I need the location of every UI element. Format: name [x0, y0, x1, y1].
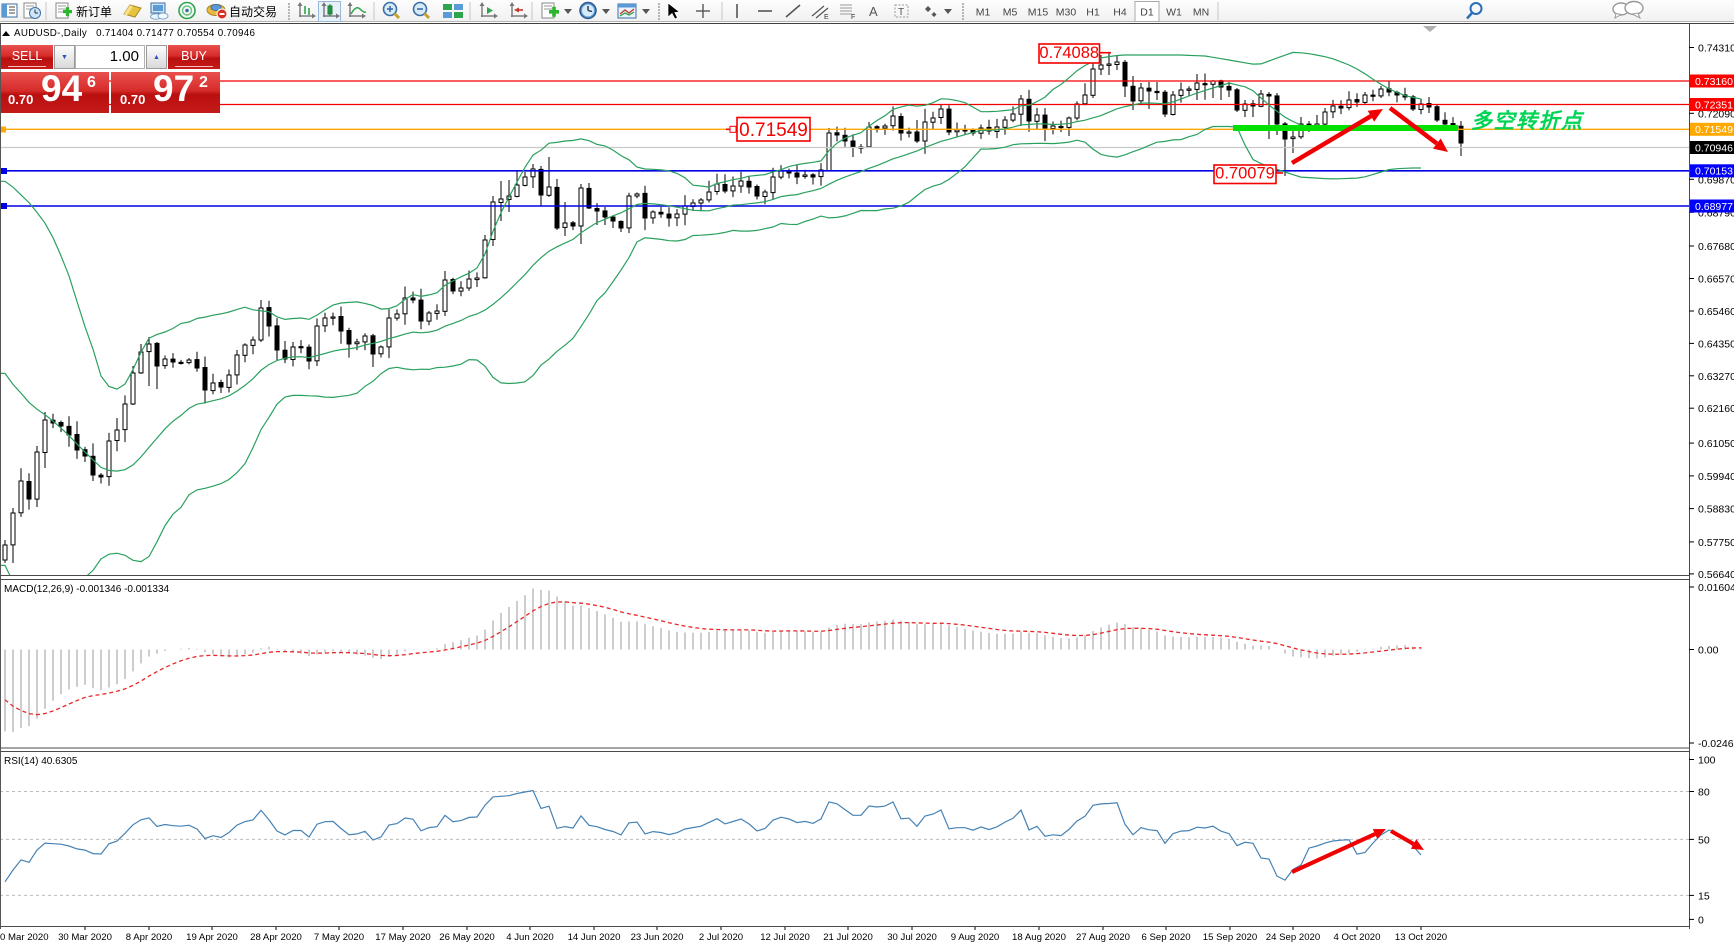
svg-text:28 Apr 2020: 28 Apr 2020: [250, 932, 302, 943]
svg-text:0.68977: 0.68977: [1695, 201, 1733, 213]
svg-text:0.70079: 0.70079: [1215, 165, 1275, 183]
svg-text:8 Apr 2020: 8 Apr 2020: [126, 932, 172, 943]
svg-text:0.65460: 0.65460: [1698, 306, 1734, 318]
svg-text:12 Jul 2020: 12 Jul 2020: [760, 932, 810, 943]
svg-text:14 Jun 2020: 14 Jun 2020: [568, 932, 621, 943]
svg-text:0.57750: 0.57750: [1698, 537, 1734, 549]
svg-text:15 Sep 2020: 15 Sep 2020: [1203, 932, 1257, 943]
svg-text:80: 80: [1698, 787, 1710, 799]
svg-text:A: A: [869, 4, 878, 19]
svg-text:17 May 2020: 17 May 2020: [375, 932, 430, 943]
svg-text:30 Jul 2020: 30 Jul 2020: [887, 932, 937, 943]
svg-text:0.72090: 0.72090: [1698, 108, 1734, 120]
svg-text:0.71549: 0.71549: [1695, 124, 1733, 136]
svg-text:0.62160: 0.62160: [1698, 403, 1734, 415]
svg-text:0.70153: 0.70153: [1695, 166, 1733, 178]
svg-text:19 Apr 2020: 19 Apr 2020: [186, 932, 238, 943]
svg-text:0: 0: [1698, 914, 1704, 926]
svg-text:15: 15: [1698, 890, 1710, 902]
svg-text:0.70946: 0.70946: [1695, 142, 1733, 154]
svg-text:18 Aug 2020: 18 Aug 2020: [1012, 932, 1066, 943]
svg-text:26 May 2020: 26 May 2020: [439, 932, 494, 943]
svg-text:0.74310: 0.74310: [1698, 43, 1734, 55]
svg-text:0.66570: 0.66570: [1698, 274, 1734, 286]
svg-text:MN: MN: [1193, 7, 1209, 19]
svg-text:100: 100: [1698, 755, 1716, 767]
svg-text:0 Mar 2020: 0 Mar 2020: [0, 932, 49, 943]
svg-text:M1: M1: [976, 7, 991, 19]
svg-text:4 Oct 2020: 4 Oct 2020: [1334, 932, 1381, 943]
svg-text:0.00: 0.00: [1698, 645, 1719, 657]
svg-text:0.64350: 0.64350: [1698, 338, 1734, 350]
svg-text:50: 50: [1698, 834, 1710, 846]
svg-text:0.72351: 0.72351: [1695, 99, 1733, 111]
svg-text:4 Jun 2020: 4 Jun 2020: [506, 932, 553, 943]
svg-text:13 Oct 2020: 13 Oct 2020: [1395, 932, 1447, 943]
svg-text:T: T: [898, 7, 904, 18]
svg-text:M30: M30: [1056, 7, 1077, 19]
svg-text:30 Mar 2020: 30 Mar 2020: [58, 932, 112, 943]
svg-text:0.71549: 0.71549: [739, 120, 808, 141]
svg-text:0.56640: 0.56640: [1698, 569, 1734, 581]
svg-text:7 May 2020: 7 May 2020: [314, 932, 364, 943]
svg-text:0.73160: 0.73160: [1695, 76, 1733, 88]
svg-text:0.016048: 0.016048: [1698, 582, 1734, 594]
svg-text:0.61050: 0.61050: [1698, 438, 1734, 450]
svg-text:0.58830: 0.58830: [1698, 504, 1734, 516]
svg-text:M5: M5: [1003, 7, 1018, 19]
svg-text:9 Aug 2020: 9 Aug 2020: [951, 932, 1000, 943]
svg-text:24 Sep 2020: 24 Sep 2020: [1266, 932, 1320, 943]
svg-text:RSI(14) 40.6305: RSI(14) 40.6305: [4, 756, 78, 767]
svg-text:多空转折点: 多空转折点: [1471, 109, 1585, 133]
svg-text:F: F: [851, 14, 855, 21]
svg-text:0.74088: 0.74088: [1039, 44, 1099, 62]
svg-text:MACD(12,26,9) -0.001346 -0.001: MACD(12,26,9) -0.001346 -0.001334: [4, 584, 170, 595]
svg-text:27 Aug 2020: 27 Aug 2020: [1076, 932, 1130, 943]
svg-text:M15: M15: [1028, 7, 1049, 19]
svg-text:2 Jul 2020: 2 Jul 2020: [699, 932, 743, 943]
svg-text:H1: H1: [1086, 7, 1100, 19]
svg-text:D1: D1: [1140, 7, 1154, 19]
svg-text:W1: W1: [1166, 7, 1182, 19]
svg-text:H4: H4: [1113, 7, 1127, 19]
svg-text:自动交易: 自动交易: [229, 4, 277, 19]
svg-text:0.59940: 0.59940: [1698, 471, 1734, 483]
svg-text:新订单: 新订单: [76, 4, 112, 19]
svg-text:E: E: [824, 14, 829, 21]
svg-text:23 Jun 2020: 23 Jun 2020: [631, 932, 684, 943]
svg-text:6 Sep 2020: 6 Sep 2020: [1141, 932, 1190, 943]
svg-text:0.67680: 0.67680: [1698, 241, 1734, 253]
svg-text:21 Jul 2020: 21 Jul 2020: [823, 932, 873, 943]
svg-text:-0.024625: -0.024625: [1698, 738, 1734, 750]
svg-text:0.63270: 0.63270: [1698, 371, 1734, 383]
